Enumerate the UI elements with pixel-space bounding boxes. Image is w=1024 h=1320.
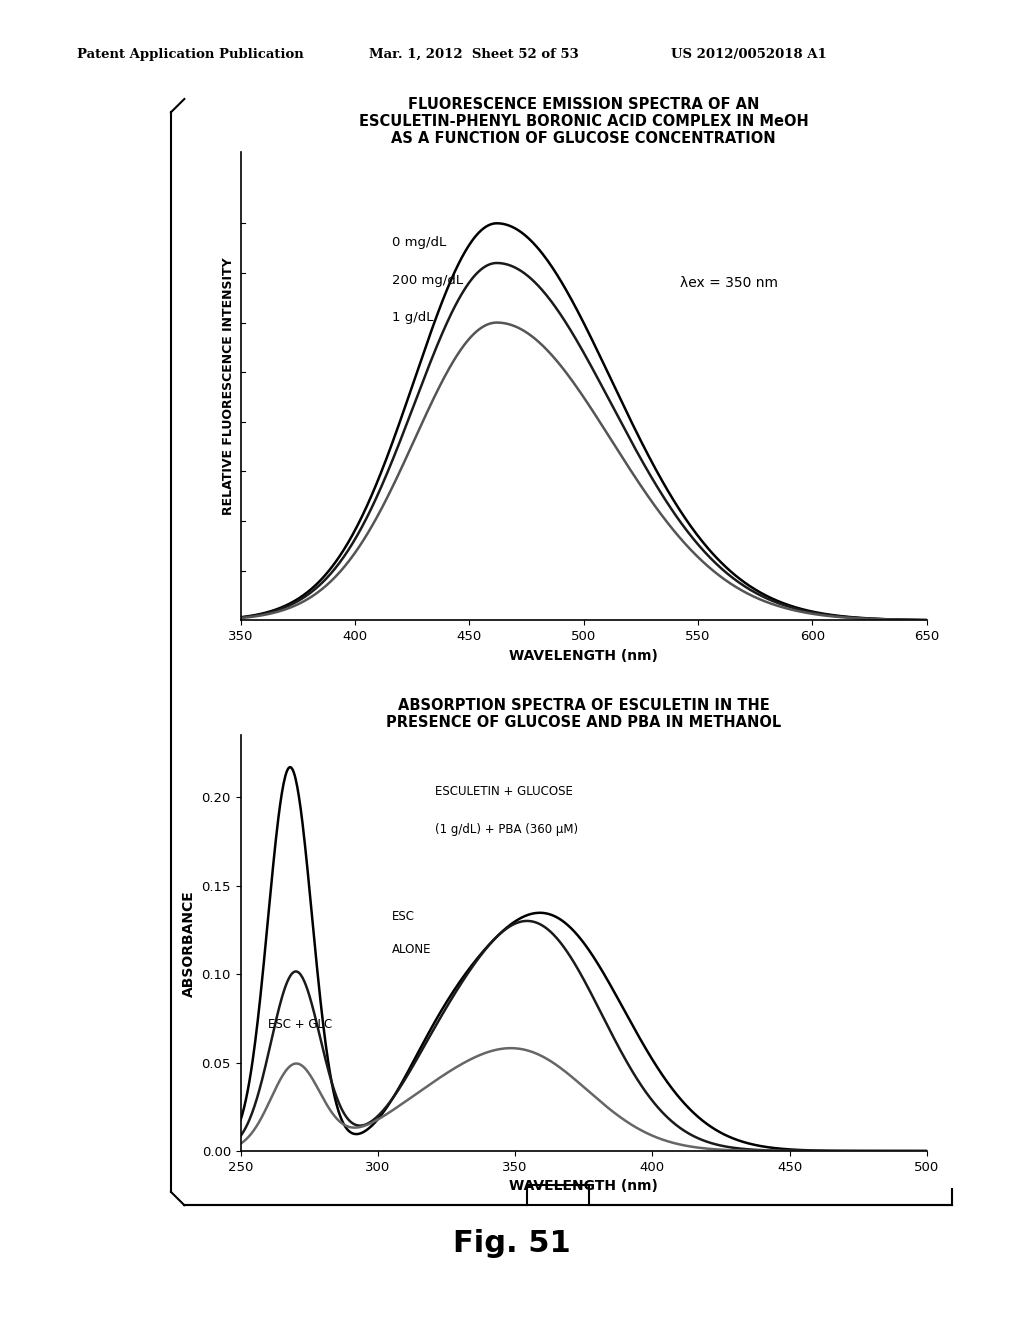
Y-axis label: ABSORBANCE: ABSORBANCE [182, 890, 196, 997]
Text: 200 mg/dL: 200 mg/dL [391, 273, 463, 286]
X-axis label: WAVELENGTH (nm): WAVELENGTH (nm) [509, 648, 658, 663]
Y-axis label: RELATIVE FLUORESCENCE INTENSITY: RELATIVE FLUORESCENCE INTENSITY [222, 257, 236, 515]
Text: US 2012/0052018 A1: US 2012/0052018 A1 [671, 48, 826, 61]
Title: ABSORPTION SPECTRA OF ESCULETIN IN THE
PRESENCE OF GLUCOSE AND PBA IN METHANOL: ABSORPTION SPECTRA OF ESCULETIN IN THE P… [386, 697, 781, 730]
Text: 0 mg/dL: 0 mg/dL [391, 236, 445, 249]
Text: (1 g/dL) + PBA (360 μM): (1 g/dL) + PBA (360 μM) [435, 822, 578, 836]
Text: Patent Application Publication: Patent Application Publication [77, 48, 303, 61]
Text: Fig. 51: Fig. 51 [454, 1229, 570, 1258]
Title: FLUORESCENCE EMISSION SPECTRA OF AN
ESCULETIN-PHENYL BORONIC ACID COMPLEX IN MeO: FLUORESCENCE EMISSION SPECTRA OF AN ESCU… [358, 96, 809, 147]
Text: ESC + GLC: ESC + GLC [268, 1018, 333, 1031]
Text: λex = 350 nm: λex = 350 nm [680, 276, 778, 290]
Text: 1 g/dL: 1 g/dL [391, 312, 433, 325]
Text: Mar. 1, 2012  Sheet 52 of 53: Mar. 1, 2012 Sheet 52 of 53 [369, 48, 579, 61]
X-axis label: WAVELENGTH (nm): WAVELENGTH (nm) [509, 1179, 658, 1193]
Text: ESCULETIN + GLUCOSE: ESCULETIN + GLUCOSE [435, 785, 572, 799]
Text: ESC: ESC [391, 909, 415, 923]
Text: ALONE: ALONE [391, 942, 431, 956]
